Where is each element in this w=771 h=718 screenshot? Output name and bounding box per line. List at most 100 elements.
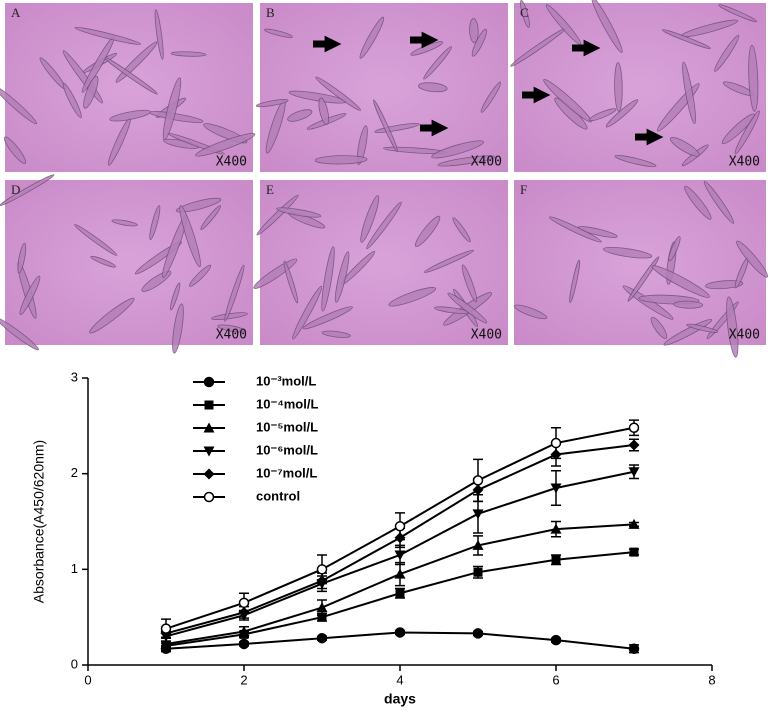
cell — [321, 330, 351, 338]
marker — [394, 521, 406, 532]
legend-entry: 10⁻³mol/L — [193, 373, 316, 388]
x-tick-label: 2 — [240, 672, 247, 687]
cell — [471, 28, 487, 57]
cell — [287, 109, 313, 122]
marker — [394, 568, 406, 579]
panel-label: B — [266, 5, 275, 20]
panel: F X400 — [513, 180, 769, 358]
cell — [431, 140, 484, 159]
cell — [447, 292, 488, 324]
cell — [356, 125, 368, 165]
cell — [543, 79, 592, 123]
marker — [472, 509, 484, 520]
cell — [703, 180, 735, 224]
marker — [203, 446, 215, 457]
cell — [414, 215, 441, 248]
magnification: X400 — [216, 155, 247, 170]
x-tick-label: 0 — [84, 672, 91, 687]
legend-entry: 10⁻⁷mol/L — [193, 465, 317, 480]
cell — [111, 219, 138, 227]
marker — [394, 627, 406, 638]
cell — [388, 287, 437, 307]
marker — [628, 422, 640, 433]
marker — [550, 634, 562, 646]
cell — [0, 85, 38, 125]
cell — [718, 4, 758, 23]
legend-entry: 10⁻⁵mol/L — [193, 419, 318, 434]
cell — [189, 264, 212, 287]
marker — [238, 638, 250, 650]
x-tick-label: 4 — [396, 672, 403, 687]
cell — [588, 108, 617, 122]
marker — [551, 555, 561, 565]
cell — [366, 201, 402, 250]
legend-label: 10⁻³mol/L — [256, 373, 316, 388]
cell — [734, 110, 760, 155]
legend-label: 10⁻⁷mol/L — [256, 465, 317, 480]
cell — [179, 205, 201, 268]
legend-entry: control — [193, 488, 300, 503]
panel: B X400 — [255, 3, 508, 172]
magnification: X400 — [471, 155, 502, 170]
cell — [373, 99, 399, 153]
legend-entry: 10⁻⁶mol/L — [193, 442, 318, 457]
cell — [714, 34, 740, 72]
cell — [661, 29, 711, 49]
cell — [469, 18, 479, 44]
legend-entry: 10⁻⁴mol/L — [193, 396, 318, 411]
marker — [473, 567, 483, 577]
cell — [545, 4, 582, 45]
cell — [705, 280, 744, 290]
marker — [203, 376, 215, 388]
panel: A X400 — [0, 3, 256, 172]
marker — [472, 628, 484, 639]
magnification: X400 — [729, 328, 760, 343]
cell — [452, 217, 471, 243]
cell — [217, 324, 246, 333]
marker — [203, 422, 215, 433]
cell — [149, 205, 161, 240]
series — [160, 419, 640, 639]
panel-label: D — [11, 182, 20, 197]
cell — [154, 9, 164, 60]
cell — [602, 246, 653, 259]
cell — [302, 306, 353, 330]
cell — [605, 99, 639, 128]
cell — [109, 109, 151, 122]
cell — [276, 207, 322, 218]
marker — [550, 523, 562, 534]
panel-image — [5, 180, 253, 345]
marker — [628, 643, 640, 654]
y-tick-label: 1 — [71, 561, 78, 576]
cell — [175, 197, 222, 213]
chart: 0 1 2 3 0 2 4 6 8 days Absorbance(A450/620nm) 10⁻³m… — [31, 369, 716, 706]
x-tick-label: 8 — [708, 672, 715, 687]
marker — [472, 539, 484, 550]
legend-label: 10⁻⁵mol/L — [256, 419, 318, 434]
marker — [628, 439, 640, 451]
y-tick-label: 2 — [71, 465, 78, 480]
arrows — [313, 31, 664, 146]
cell — [256, 194, 299, 236]
cell — [669, 136, 700, 157]
y-tick-label: 0 — [71, 656, 78, 671]
cell — [423, 46, 452, 80]
marker — [238, 626, 250, 637]
cell — [74, 26, 142, 45]
cell — [423, 249, 475, 273]
cell — [170, 282, 181, 311]
cell — [195, 133, 256, 157]
panel: E X400 — [253, 180, 508, 345]
marker — [316, 564, 328, 575]
legend-label: 10⁻⁶mol/L — [256, 442, 318, 457]
marker — [204, 400, 214, 410]
cell — [627, 256, 660, 302]
cell — [224, 264, 245, 322]
marker — [160, 623, 172, 634]
cell — [292, 285, 323, 340]
marker — [316, 602, 328, 613]
cell — [200, 205, 222, 230]
cell — [614, 155, 657, 168]
cell — [549, 216, 602, 243]
